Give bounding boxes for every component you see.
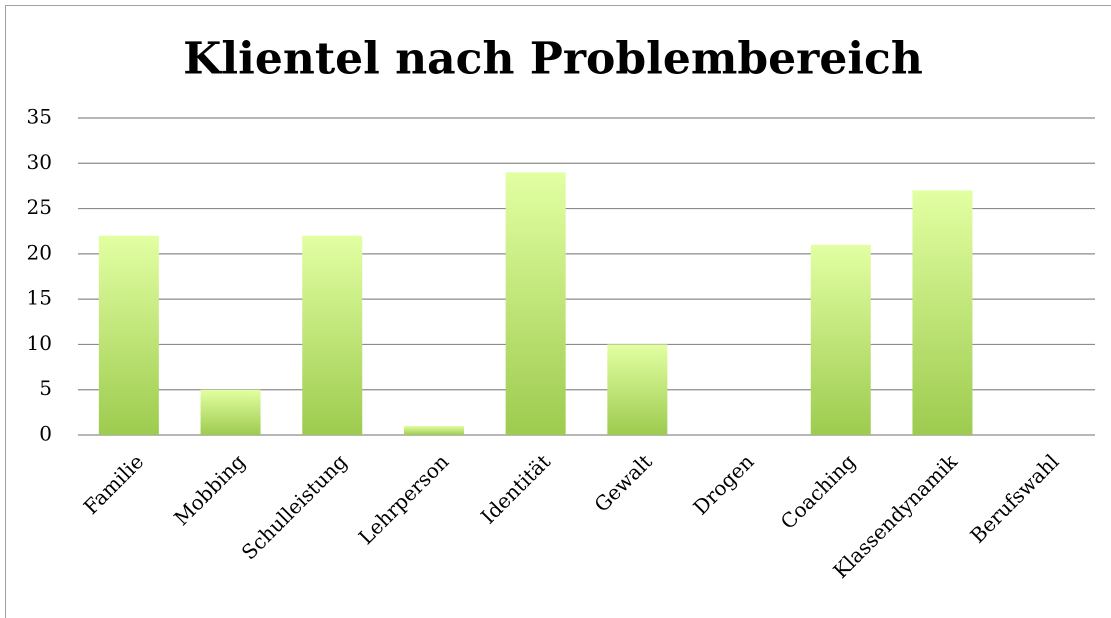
y-tick-label: 30 xyxy=(27,150,52,174)
x-tick-label: Drogen xyxy=(688,449,758,519)
x-tick-label: Gewalt xyxy=(589,449,656,516)
y-tick-label: 5 xyxy=(39,376,52,400)
bar xyxy=(810,244,871,435)
x-tick-label: Schulleistung xyxy=(237,449,352,564)
x-tick-label: Berufswahl xyxy=(965,449,1063,547)
x-tick-label: Identität xyxy=(476,449,555,528)
x-tick-label: Familie xyxy=(79,449,149,519)
bar xyxy=(98,235,159,435)
y-tick-label: 20 xyxy=(27,240,52,264)
y-tick-label: 25 xyxy=(27,195,52,219)
bar xyxy=(505,172,566,436)
chart-border xyxy=(5,5,1111,618)
x-tick-label: Mobbing xyxy=(169,449,250,530)
y-tick-label: 35 xyxy=(27,105,52,129)
bar xyxy=(403,425,464,435)
bar xyxy=(302,235,363,435)
chart-title: Klientel nach Problembereich xyxy=(183,34,923,85)
bar xyxy=(607,344,668,435)
x-tick-label: Lehrperson xyxy=(354,449,454,549)
bar xyxy=(912,190,973,435)
bar xyxy=(200,389,261,435)
y-tick-label: 15 xyxy=(27,286,52,310)
y-tick-label: 0 xyxy=(39,422,52,446)
x-tick-label: Coaching xyxy=(776,449,861,534)
y-tick-label: 10 xyxy=(27,331,52,355)
